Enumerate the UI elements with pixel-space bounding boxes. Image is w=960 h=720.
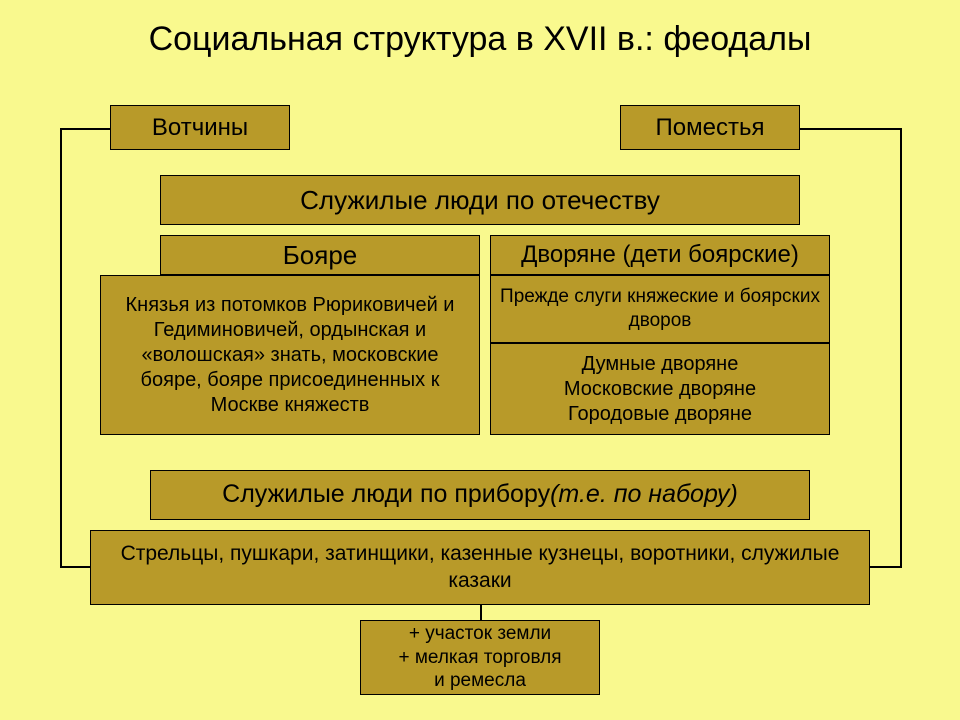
- box-boyare: Бояре: [160, 235, 480, 275]
- box-sluzh_pribor: Служилые люди по прибору (т.е. по набору…: [150, 470, 810, 520]
- connector-0: [60, 128, 62, 568]
- connector-4: [800, 128, 900, 130]
- box-pribor_desc: Стрельцы, пушкари, затинщики, казенные к…: [90, 530, 870, 605]
- connector-5: [870, 566, 900, 568]
- diagram-title: Социальная структура в XVII в.: феодалы: [60, 20, 900, 59]
- connector-6: [480, 605, 482, 620]
- box-pomestya: Поместья: [620, 105, 800, 150]
- connector-3: [900, 128, 902, 568]
- connector-2: [60, 566, 90, 568]
- box-sluzh_otech: Служилые люди по отечеству: [160, 175, 800, 225]
- box-dvoryane: Дворяне (дети боярские): [490, 235, 830, 275]
- box-dvor_desc1: Прежде слуги княжеские и боярских дворов: [490, 275, 830, 343]
- box-plus_land: + участок земли + мелкая торговля и реме…: [360, 620, 600, 695]
- box-boyare_desc: Князья из потомков Рюриковичей и Гедимин…: [100, 275, 480, 435]
- box-dvor_desc2: Думные дворяне Московские дворяне Городо…: [490, 343, 830, 435]
- box-votchiny: Вотчины: [110, 105, 290, 150]
- connector-1: [60, 128, 110, 130]
